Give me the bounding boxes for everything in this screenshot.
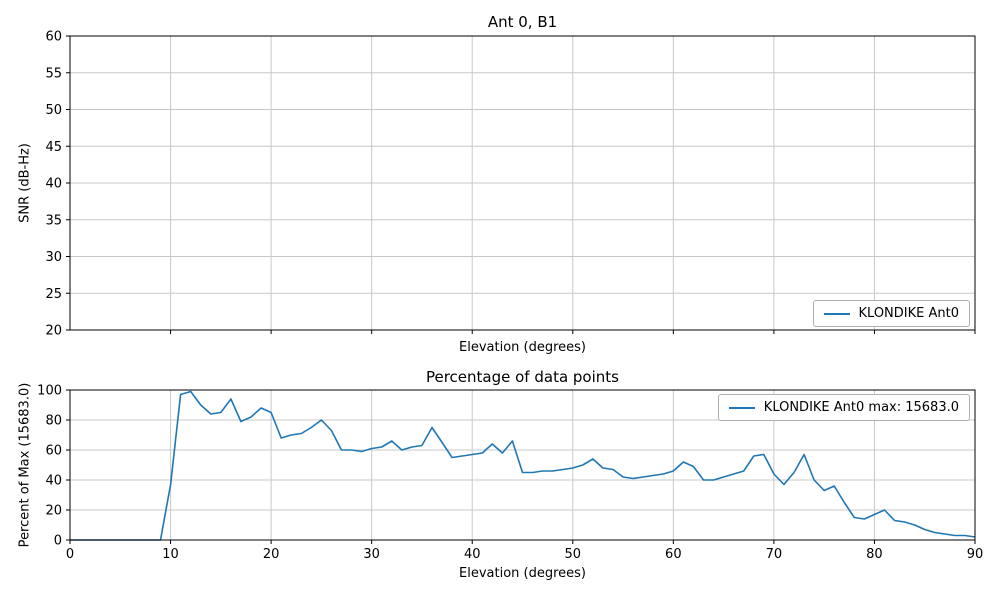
svg-text:80: 80	[45, 414, 62, 429]
snr-plot-svg: 20 25 30 35 40 45 50 55 60	[45, 30, 976, 339]
svg-text:40: 40	[464, 547, 481, 562]
svg-text:70: 70	[766, 547, 783, 562]
svg-text:30: 30	[45, 250, 62, 265]
legend-line-icon	[728, 406, 755, 409]
svg-text:60: 60	[45, 444, 62, 459]
svg-text:20: 20	[45, 324, 62, 339]
svg-text:90: 90	[967, 547, 984, 562]
svg-text:10: 10	[162, 547, 179, 562]
svg-text:35: 35	[45, 213, 62, 228]
snr-x-axis-label: Elevation (degrees)	[459, 340, 586, 355]
svg-text:30: 30	[363, 547, 380, 562]
percentage-y-axis-label: Percent of Max (15683.0)	[17, 382, 33, 548]
snr-legend: KLONDIKE Ant0	[812, 300, 970, 327]
svg-text:20: 20	[263, 547, 280, 562]
svg-text:45: 45	[45, 140, 62, 155]
snr-chart-title: Ant 0, B1	[487, 13, 558, 31]
percentage-chart-title: Percentage of data points	[425, 368, 619, 386]
svg-text:55: 55	[45, 66, 62, 81]
legend-line-icon	[823, 312, 850, 315]
svg-text:80: 80	[866, 547, 883, 562]
snr-y-axis-label: SNR (dB-Hz)	[17, 143, 33, 223]
svg-text:0: 0	[54, 534, 62, 549]
svg-text:40: 40	[45, 474, 62, 489]
percentage-legend: KLONDIKE Ant0 max: 15683.0	[717, 394, 970, 421]
percentage-legend-label: KLONDIKE Ant0 max: 15683.0	[763, 400, 959, 415]
svg-text:50: 50	[45, 103, 62, 118]
percentage-plot-svg: 0 20 40 60 80 100 0 10 20 30 40 50 60 70 80 90	[37, 384, 984, 563]
percentage-x-axis-label: Elevation (degrees)	[459, 566, 586, 581]
svg-text:60: 60	[665, 547, 682, 562]
svg-text:0: 0	[66, 547, 74, 562]
svg-text:50: 50	[565, 547, 582, 562]
svg-text:100: 100	[37, 384, 62, 399]
svg-text:40: 40	[45, 177, 62, 192]
svg-text:25: 25	[45, 287, 62, 302]
svg-text:60: 60	[45, 30, 62, 45]
svg-text:20: 20	[45, 504, 62, 519]
snr-legend-label: KLONDIKE Ant0	[858, 306, 959, 321]
